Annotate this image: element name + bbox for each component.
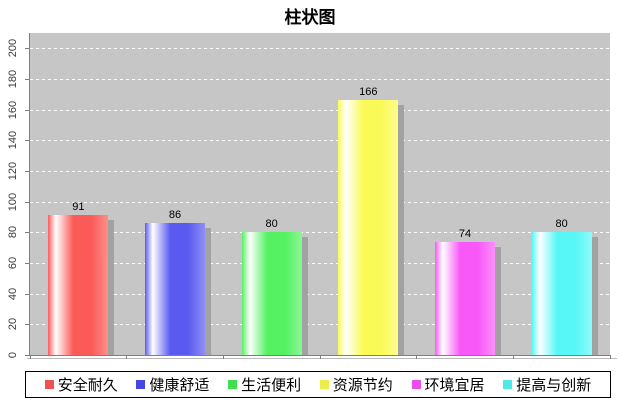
plot-area: 0 20 40 60 80 100 120 140 160 180 200 91 86 80 166 74 80 <box>7 33 617 359</box>
gridline-20 <box>30 324 610 326</box>
x-axis-tick <box>512 355 514 359</box>
legend-item-5: 提高与创新 <box>503 374 591 395</box>
y-axis-tick-label: 200 <box>7 39 19 58</box>
bar-0 <box>48 215 109 355</box>
legend-item-2: 生活便利 <box>228 374 301 395</box>
bar-value-label: 86 <box>168 209 182 222</box>
x-axis-tick <box>609 355 611 359</box>
gridline-180 <box>30 79 610 80</box>
y-axis-tick-label: 60 <box>7 256 19 270</box>
x-axis-tick <box>319 355 321 359</box>
y-axis-tick <box>25 140 29 142</box>
y-axis-tick <box>25 79 29 80</box>
y-axis-tick <box>25 48 29 50</box>
gridline-200 <box>30 48 610 50</box>
gridline-100 <box>30 201 610 203</box>
gridline-80 <box>30 232 610 234</box>
gridline-160 <box>30 109 610 111</box>
y-axis-line <box>29 33 30 356</box>
x-axis-tick <box>29 355 31 359</box>
y-axis-tick-label: 100 <box>7 192 19 211</box>
y-axis-tick <box>25 293 29 295</box>
y-axis-tick <box>25 201 29 203</box>
legend-swatch <box>228 380 238 389</box>
gridline-40 <box>30 293 610 295</box>
bar-4 <box>435 241 495 355</box>
bar-value-label: 74 <box>458 227 472 240</box>
y-axis-tick-label: 160 <box>7 100 19 119</box>
legend-label: 健康舒适 <box>149 378 210 394</box>
legend-swatch <box>319 380 329 389</box>
legend-label: 提高与创新 <box>516 378 592 394</box>
legend-label: 环境宜居 <box>424 378 485 394</box>
gridline-140 <box>30 140 610 142</box>
y-axis-tick <box>25 355 29 356</box>
y-axis-tick <box>25 324 29 326</box>
bar-5 <box>531 232 592 355</box>
legend-swatch <box>44 380 54 389</box>
y-axis-tick <box>25 232 29 234</box>
x-axis-tick <box>416 355 418 359</box>
y-axis-tick-label: 80 <box>7 226 19 239</box>
bar-value-label: 80 <box>555 218 568 231</box>
y-axis-tick-label: 180 <box>7 69 19 89</box>
legend-item-0: 安全耐久 <box>44 374 118 395</box>
legend-label: 生活便利 <box>241 378 302 394</box>
gridline-60 <box>30 263 610 264</box>
y-axis-tick-label: 40 <box>7 287 19 300</box>
bar-3 <box>338 100 399 355</box>
bar-1 <box>145 223 205 355</box>
legend-swatch <box>411 380 421 389</box>
legend-label: 资源节约 <box>332 378 393 394</box>
y-axis-tick <box>25 263 29 264</box>
y-axis-tick-label: 20 <box>7 318 19 331</box>
legend: 安全耐久 健康舒适 生活便利 资源节约 环境宜居 提高与创新 <box>25 371 611 398</box>
x-axis-tick <box>126 355 128 359</box>
bar-2 <box>241 232 302 355</box>
legend-item-4: 环境宜居 <box>411 374 485 395</box>
x-axis-tick <box>222 355 224 359</box>
legend-label: 安全耐久 <box>57 378 118 394</box>
bar-value-label: 91 <box>72 201 85 214</box>
chart-title: 柱状图 <box>284 8 336 27</box>
legend-swatch <box>136 380 146 389</box>
legend-item-3: 资源节约 <box>319 374 393 395</box>
bar-value-label: 166 <box>359 86 378 99</box>
y-axis-tick-label: 140 <box>7 131 19 150</box>
y-axis-tick-label: 120 <box>7 161 19 181</box>
x-axis-baseline <box>27 358 617 359</box>
y-axis-tick <box>25 109 29 111</box>
legend-item-1: 健康舒适 <box>136 374 209 395</box>
gridline-120 <box>30 171 610 172</box>
y-axis-tick <box>25 171 29 172</box>
y-axis-tick-label: 0 <box>7 351 19 359</box>
legend-swatch <box>503 380 513 389</box>
bar-value-label: 80 <box>265 218 278 231</box>
